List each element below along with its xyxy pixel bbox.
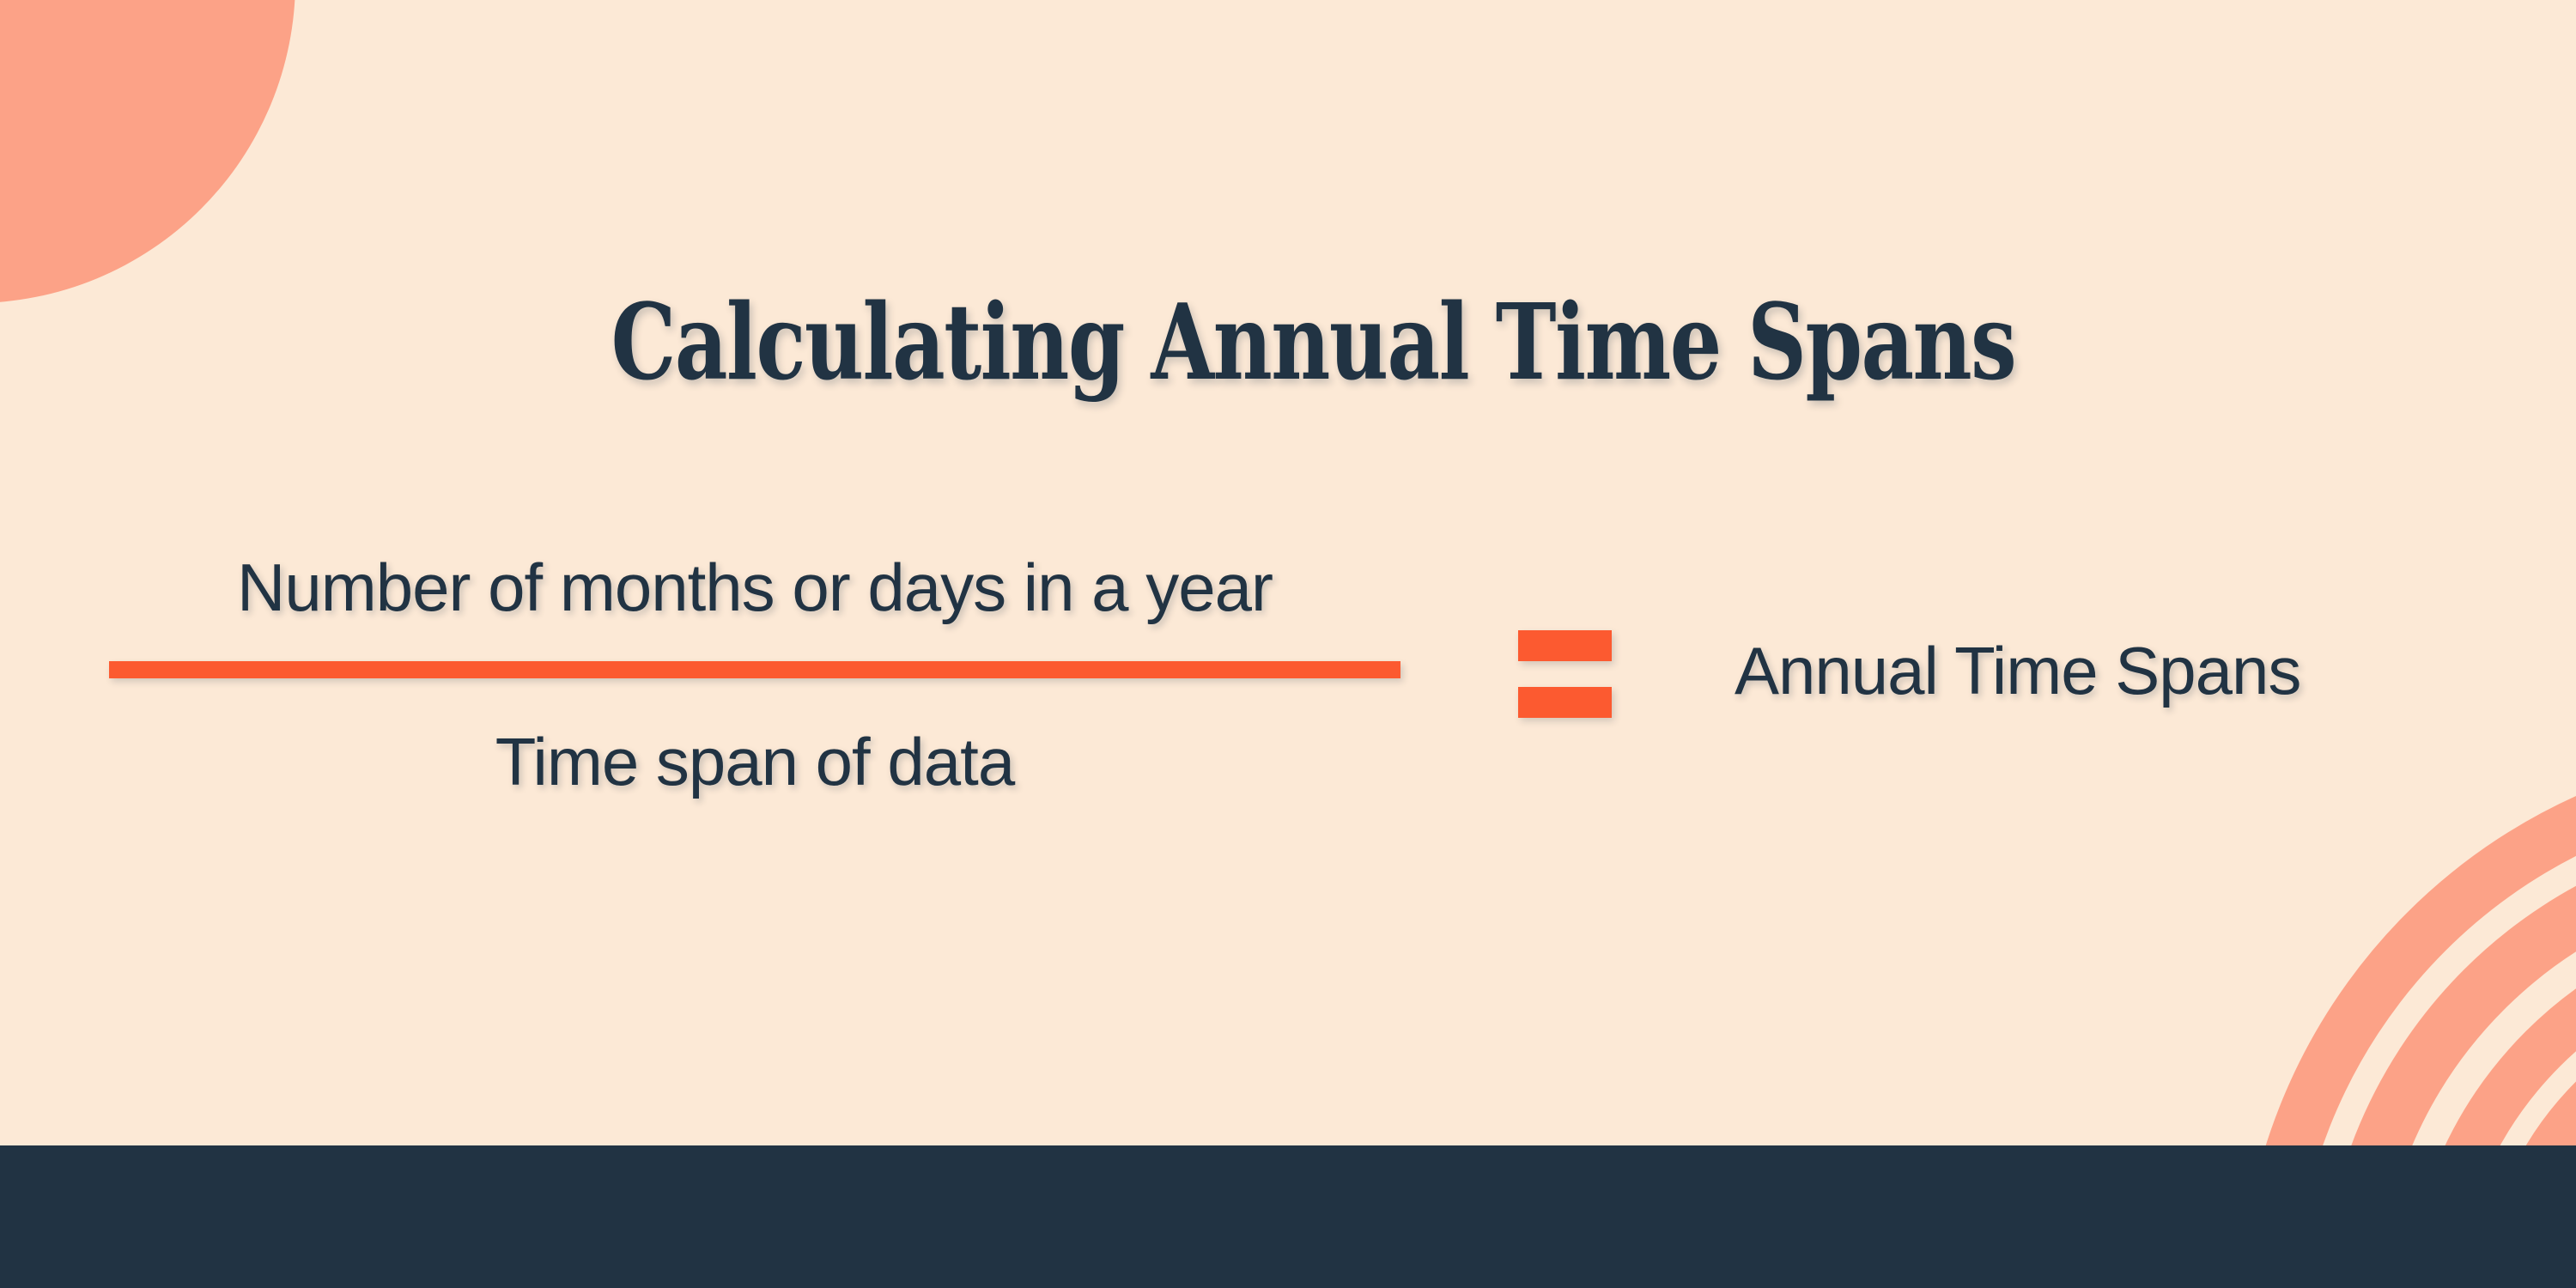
top-left-quarter-circle-decoration [0, 0, 295, 303]
title-row: Calculating Annual Time Spans [25, 289, 2576, 394]
equals-bottom-bar [1518, 687, 1612, 718]
equals-top-bar [1518, 630, 1612, 661]
footer-bar: HubSp o t [0, 1145, 2576, 1288]
equation-result: Annual Time Spans [1735, 633, 2301, 708]
fraction-numerator: Number of months or days in a year [237, 550, 1273, 625]
page-title: Calculating Annual Time Spans [611, 280, 2016, 404]
fraction-denominator: Time span of data [495, 724, 1015, 799]
equals-sign [1518, 630, 1612, 719]
fraction-bar [109, 661, 1400, 678]
